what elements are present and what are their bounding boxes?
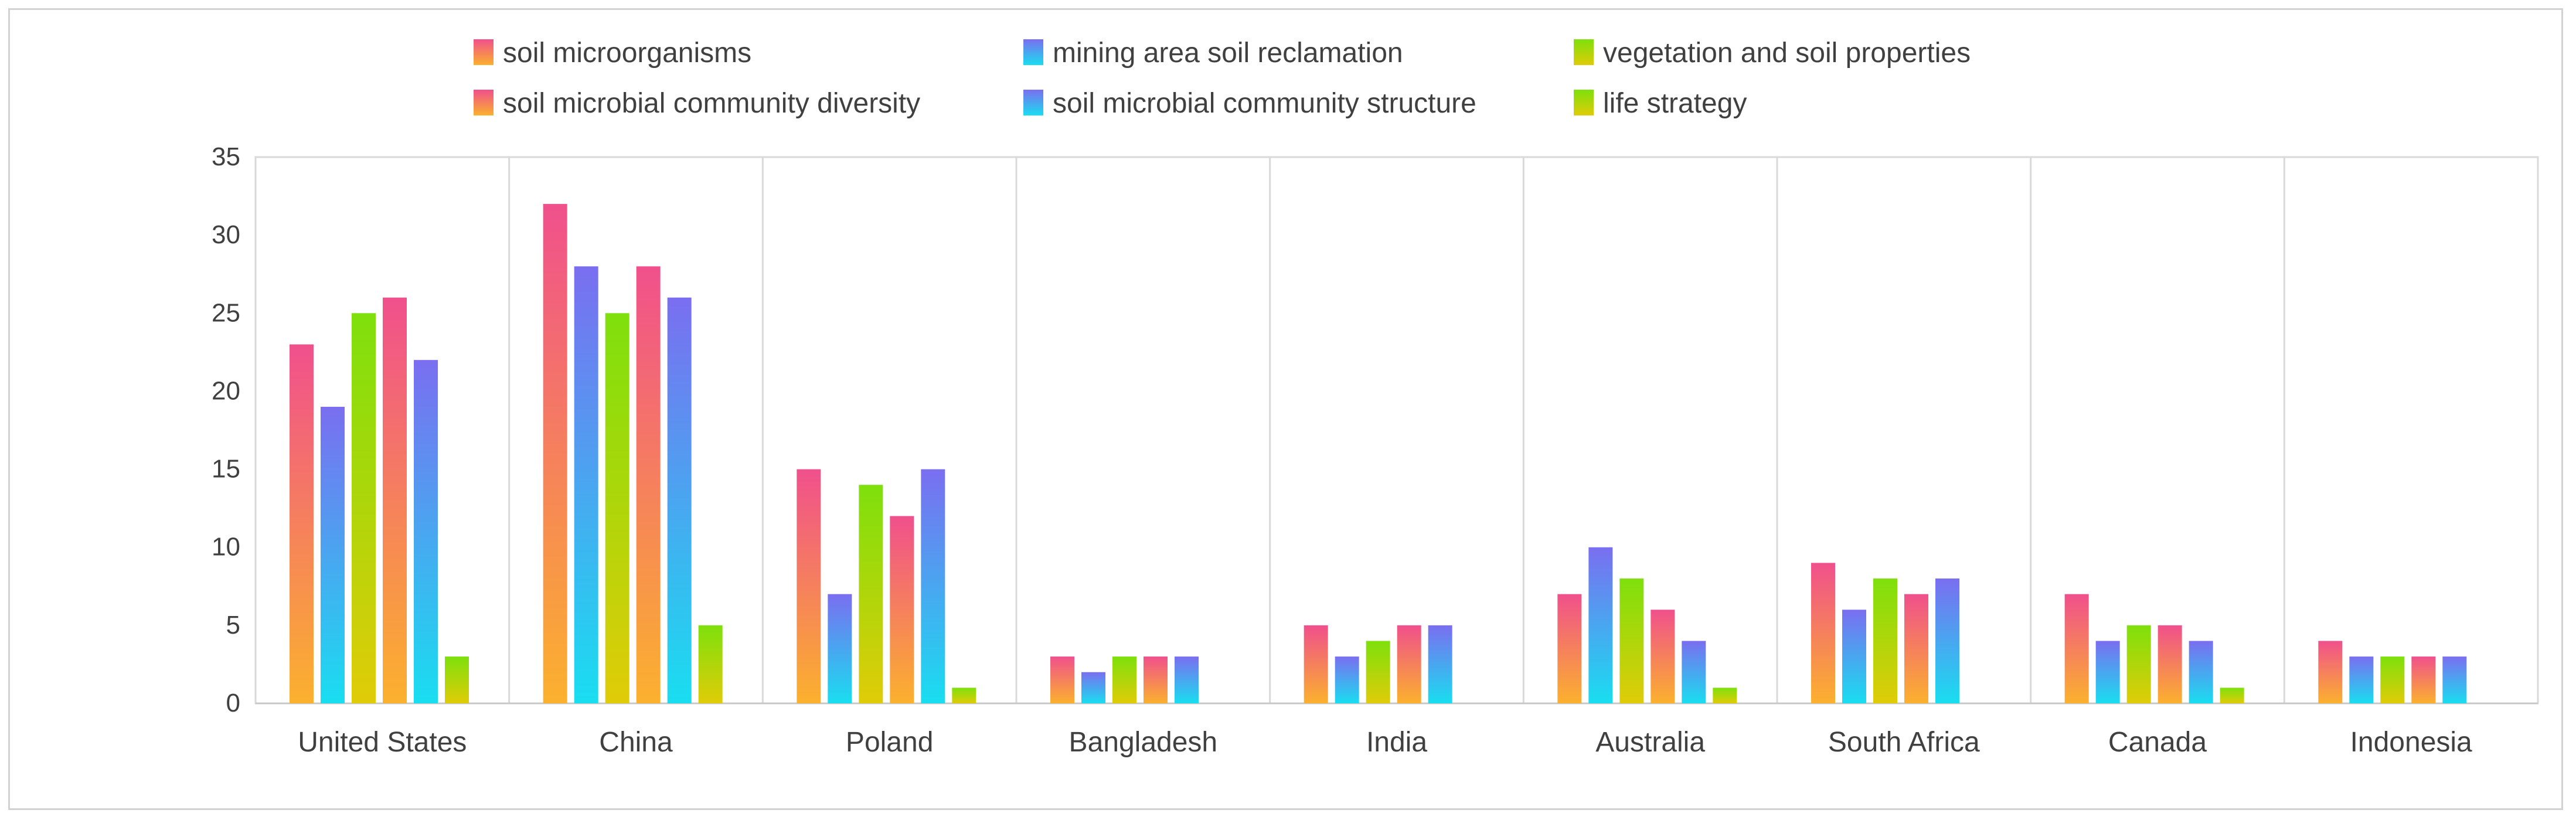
x-tick-label-poland: Poland bbox=[846, 727, 933, 758]
axes: 0 5 10 15 20 25 30 35 United States China Poland Ba… bbox=[212, 142, 2538, 758]
bar-soil-microorganisms-china bbox=[543, 203, 567, 703]
bar-soil-microbial-community-structure-india bbox=[1428, 625, 1452, 703]
x-tick-label-united-states: United States bbox=[298, 727, 467, 758]
bar-soil-microbial-community-structure-united-states bbox=[414, 360, 438, 703]
y-tick-label: 15 bbox=[212, 455, 240, 484]
legend-label-mining-area-soil-reclamation: mining area soil reclamation bbox=[1053, 38, 1403, 69]
bar-life-strategy-poland bbox=[952, 688, 976, 703]
x-tick-label-bangladesh: Bangladesh bbox=[1069, 727, 1218, 758]
bar-soil-microbial-community-diversity-china bbox=[636, 266, 661, 703]
y-tick-label: 30 bbox=[212, 220, 240, 249]
x-tick-label-australia: Australia bbox=[1595, 727, 1705, 758]
bar-soil-microbial-community-diversity-united-states bbox=[383, 297, 407, 704]
bar-soil-microbial-community-structure-australia bbox=[1682, 641, 1706, 703]
legend-label-soil-microbial-community-diversity: soil microbial community diversity bbox=[503, 88, 920, 119]
bar-soil-microbial-community-structure-south-africa bbox=[1935, 578, 1959, 703]
legend-swatch-life-strategy bbox=[1574, 90, 1594, 115]
legend-label-soil-microorganisms: soil microorganisms bbox=[503, 38, 751, 69]
bar-soil-microbial-community-diversity-indonesia bbox=[2411, 656, 2436, 703]
legend-swatch-vegetation-and-soil-properties bbox=[1574, 39, 1594, 65]
x-tick-label-china: China bbox=[599, 727, 673, 758]
y-tick-label: 5 bbox=[226, 611, 240, 639]
bar-life-strategy-canada bbox=[2220, 688, 2244, 703]
bar-soil-microorganisms-poland bbox=[797, 469, 821, 703]
x-tick-label-india: India bbox=[1366, 727, 1427, 758]
bar-soil-microorganisms-bangladesh bbox=[1050, 656, 1074, 703]
y-tick-label: 20 bbox=[212, 376, 240, 405]
bars bbox=[290, 203, 2467, 704]
x-tick-label-south-africa: South Africa bbox=[1828, 727, 1980, 758]
legend-swatch-soil-microorganisms bbox=[474, 39, 494, 65]
bar-mining-area-soil-reclamation-canada bbox=[2095, 641, 2120, 703]
bar-soil-microbial-community-diversity-south-africa bbox=[1904, 594, 1928, 703]
y-tick-label: 35 bbox=[212, 142, 240, 171]
bar-mining-area-soil-reclamation-indonesia bbox=[2349, 656, 2374, 703]
bar-vegetation-and-soil-properties-australia bbox=[1619, 578, 1644, 703]
bar-mining-area-soil-reclamation-bangladesh bbox=[1081, 672, 1105, 703]
bar-soil-microbial-community-structure-canada bbox=[2189, 641, 2213, 703]
bar-mining-area-soil-reclamation-australia bbox=[1588, 547, 1613, 703]
bar-vegetation-and-soil-properties-china bbox=[605, 313, 629, 703]
bar-mining-area-soil-reclamation-china bbox=[574, 266, 598, 703]
bar-vegetation-and-soil-properties-poland bbox=[859, 485, 883, 703]
legend-swatch-soil-microbial-community-diversity bbox=[474, 90, 494, 115]
bar-soil-microbial-community-structure-poland bbox=[921, 469, 945, 703]
bar-soil-microorganisms-indonesia bbox=[2318, 641, 2343, 703]
bar-vegetation-and-soil-properties-south-africa bbox=[1873, 578, 1897, 703]
legend: soil microorganisms mining area soil recl… bbox=[474, 38, 1971, 119]
bar-soil-microbial-community-diversity-canada bbox=[2158, 625, 2182, 703]
legend-label-vegetation-and-soil-properties: vegetation and soil properties bbox=[1603, 38, 1971, 69]
bar-vegetation-and-soil-properties-united-states bbox=[352, 313, 376, 703]
bar-soil-microorganisms-canada bbox=[2064, 594, 2089, 703]
legend-swatch-mining-area-soil-reclamation bbox=[1023, 39, 1043, 65]
bar-soil-microbial-community-diversity-australia bbox=[1651, 610, 1675, 703]
bar-soil-microbial-community-diversity-poland bbox=[890, 516, 914, 703]
bar-life-strategy-china bbox=[698, 625, 723, 703]
bar-vegetation-and-soil-properties-india bbox=[1366, 641, 1390, 703]
legend-swatch-soil-microbial-community-structure bbox=[1023, 90, 1043, 115]
bar-mining-area-soil-reclamation-south-africa bbox=[1842, 610, 1866, 703]
y-tick-label: 25 bbox=[212, 298, 240, 327]
bar-vegetation-and-soil-properties-bangladesh bbox=[1112, 656, 1136, 703]
bar-soil-microorganisms-india bbox=[1304, 625, 1328, 703]
x-tick-label-canada: Canada bbox=[2108, 727, 2207, 758]
legend-label-life-strategy: life strategy bbox=[1603, 88, 1747, 119]
bar-soil-microbial-community-structure-bangladesh bbox=[1175, 656, 1199, 703]
bar-life-strategy-united-states bbox=[445, 656, 469, 703]
bar-soil-microbial-community-diversity-bangladesh bbox=[1144, 656, 1168, 703]
bar-soil-microorganisms-australia bbox=[1557, 594, 1582, 703]
bar-vegetation-and-soil-properties-canada bbox=[2126, 625, 2151, 703]
legend-label-soil-microbial-community-structure: soil microbial community structure bbox=[1053, 88, 1476, 119]
bar-soil-microbial-community-diversity-india bbox=[1397, 625, 1421, 703]
bar-life-strategy-australia bbox=[1713, 688, 1737, 703]
bar-mining-area-soil-reclamation-united-states bbox=[321, 407, 345, 703]
bar-vegetation-and-soil-properties-indonesia bbox=[2380, 656, 2405, 703]
bar-mining-area-soil-reclamation-india bbox=[1335, 656, 1359, 703]
bar-soil-microorganisms-united-states bbox=[290, 344, 314, 703]
bar-soil-microbial-community-structure-indonesia bbox=[2442, 656, 2467, 703]
y-tick-label: 10 bbox=[212, 533, 240, 562]
x-tick-label-indonesia: Indonesia bbox=[2350, 727, 2472, 758]
y-tick-label: 0 bbox=[226, 689, 240, 717]
bar-soil-microbial-community-structure-china bbox=[667, 297, 692, 704]
bar-soil-microorganisms-south-africa bbox=[1811, 563, 1835, 703]
bar-mining-area-soil-reclamation-poland bbox=[828, 594, 852, 703]
